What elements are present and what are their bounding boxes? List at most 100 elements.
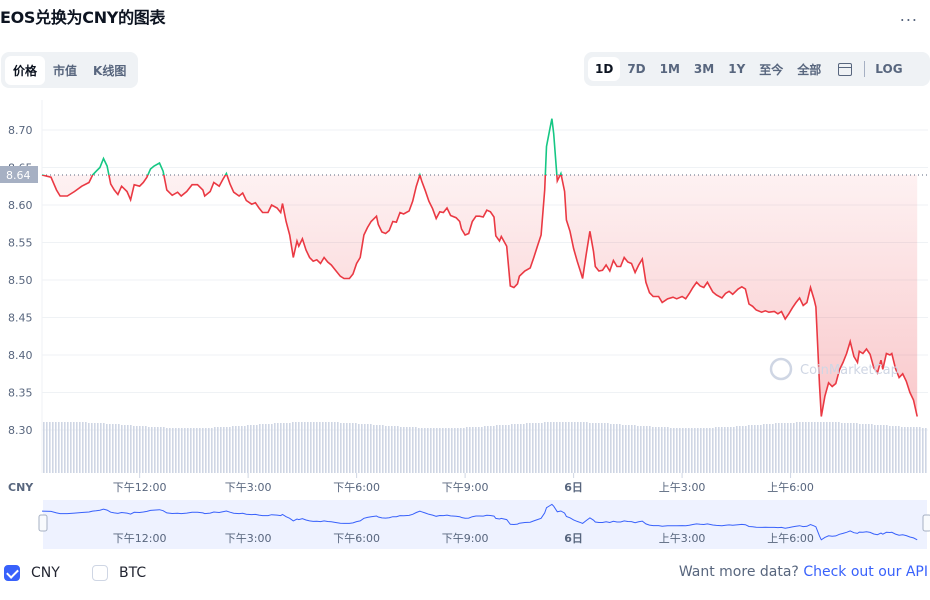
volume-bar <box>238 426 240 473</box>
volume-bar <box>874 425 876 473</box>
more-options-icon[interactable]: ... <box>899 6 918 25</box>
volume-bar <box>91 423 93 473</box>
navigator-left-handle[interactable] <box>38 514 48 532</box>
price-line <box>41 118 918 417</box>
volume-bar <box>838 422 840 473</box>
volume-bar <box>229 427 231 473</box>
volume-bar <box>337 422 339 473</box>
volume-bar <box>700 428 702 473</box>
cny-checkbox[interactable] <box>4 565 20 581</box>
volume-bar <box>85 422 87 473</box>
reference-price-label: 8.64 <box>6 169 31 182</box>
volume-bar <box>199 428 201 473</box>
volume-bar <box>247 425 249 473</box>
volume-bar <box>130 425 132 473</box>
volume-bar <box>514 424 516 473</box>
volume-bar <box>217 427 219 473</box>
api-link[interactable]: Check out our API <box>803 564 928 580</box>
range-ytd-button[interactable]: 至今 <box>759 62 784 77</box>
log-scale-toggle[interactable]: LOG <box>875 62 903 76</box>
volume-bar <box>112 424 114 473</box>
volume-bar <box>715 427 717 473</box>
volume-bar <box>283 423 285 473</box>
volume-bar <box>544 422 546 473</box>
volume-bar <box>580 422 582 473</box>
volume-bar <box>619 424 621 473</box>
volume-bar <box>841 423 843 473</box>
volume-bar <box>778 423 780 473</box>
volume-bar <box>328 422 330 473</box>
volume-bar <box>343 423 345 473</box>
volume-bar <box>202 428 204 473</box>
volume-bar <box>454 428 456 473</box>
volume-bar <box>352 423 354 473</box>
volume-bar <box>805 422 807 473</box>
volume-bar <box>844 423 846 473</box>
volume-bar <box>694 428 696 473</box>
volume-bar <box>532 423 534 473</box>
volume-bar <box>487 426 489 473</box>
volume-bar <box>505 425 507 473</box>
volume-bar <box>625 425 627 473</box>
navigator-x-axis: 下午12:00 下午3:00 下午6:00 下午9:00 6日 上午3:00 上午6:00 <box>113 532 814 545</box>
volume-bar <box>493 426 495 473</box>
range-1m-button[interactable]: 1M <box>659 62 680 76</box>
volume-bar <box>289 423 291 473</box>
volume-bar <box>175 428 177 473</box>
range-3m-button[interactable]: 3M <box>693 62 715 76</box>
volume-bar <box>277 423 279 473</box>
volume-bar <box>520 424 522 473</box>
volume-bar <box>832 422 834 473</box>
volume-bar <box>634 425 636 473</box>
volume-bar <box>301 422 303 473</box>
volume-bar <box>589 423 591 473</box>
tab-price[interactable]: 价格 <box>5 55 46 85</box>
volume-bar <box>697 428 699 473</box>
volume-bar <box>358 424 360 473</box>
btc-checkbox[interactable] <box>92 565 108 581</box>
volume-bar <box>673 428 675 473</box>
volume-bar <box>46 422 48 473</box>
volume-bar <box>484 426 486 473</box>
tab-candlestick[interactable]: K线图 <box>93 63 127 78</box>
tab-market-cap[interactable]: 市值 <box>53 63 78 78</box>
volume-bar <box>262 424 264 473</box>
volume-bar <box>814 422 816 473</box>
volume-bar <box>904 427 906 473</box>
volume-bar <box>220 427 222 473</box>
volume-bar <box>895 426 897 473</box>
volume-bar <box>136 426 138 473</box>
volume-bar <box>892 426 894 473</box>
price-chart[interactable]: 8.708.658.608.558.508.458.408.358.30 8.6… <box>0 100 930 555</box>
range-1y-button[interactable]: 1Y <box>728 62 746 76</box>
volume-bar <box>823 422 825 473</box>
volume-bar <box>640 426 642 473</box>
volume-bar <box>121 425 123 473</box>
volume-bar <box>442 428 444 473</box>
volume-bar <box>43 422 45 473</box>
volume-bar <box>637 426 639 473</box>
btc-label: BTC <box>119 565 147 581</box>
calendar-icon[interactable] <box>838 62 853 76</box>
navigator-right-handle[interactable] <box>922 514 930 532</box>
range-7d-button[interactable]: 7D <box>627 62 646 76</box>
navigator-range[interactable] <box>43 500 927 549</box>
volume-bar <box>316 422 318 473</box>
volume-bar <box>787 423 789 473</box>
volume-bar <box>883 425 885 473</box>
volume-bar <box>775 423 777 473</box>
volume-bar <box>688 428 690 473</box>
volume-bar <box>259 424 261 473</box>
x-tick-label: 下午6:00 <box>333 481 380 494</box>
range-all-button[interactable]: 全部 <box>797 62 822 77</box>
range-1d-button[interactable]: 1D <box>588 57 621 81</box>
volume-bar <box>334 422 336 473</box>
volume-bar <box>427 428 429 473</box>
price-area-fill <box>42 175 918 417</box>
time-range-selector: 1D 7D 1M 3M 1Y 至今 全部 LOG <box>584 52 930 86</box>
navigator[interactable]: 下午12:00 下午3:00 下午6:00 下午9:00 6日 上午3:00 上午6:00 <box>38 500 930 549</box>
volume-bar <box>205 428 207 473</box>
volume-bar <box>724 427 726 473</box>
volume-bar <box>376 425 378 473</box>
volume-bar <box>742 426 744 473</box>
